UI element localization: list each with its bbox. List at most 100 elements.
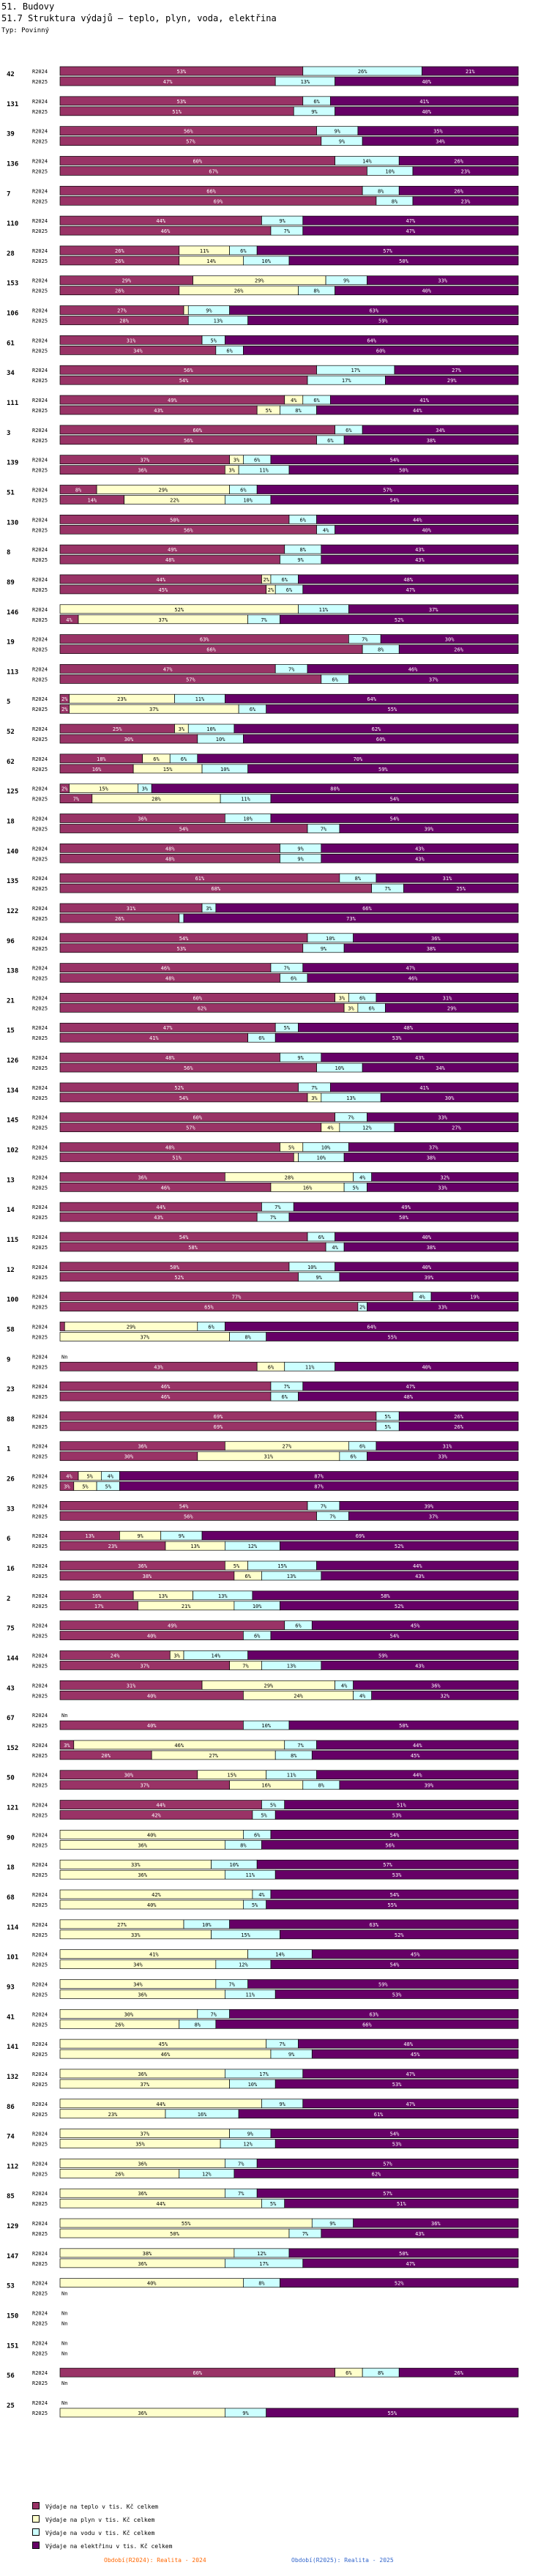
bar-group-125: 125 R2024 2% 15% 3% 80% R2025 7% 28% 11% 54%: [7, 783, 519, 804]
group-label: 3: [7, 430, 10, 437]
data-label: 7%: [284, 1384, 291, 1390]
period-label: R2024: [32, 1713, 48, 1719]
data-label: 6%: [346, 428, 352, 433]
data-label: 10%: [216, 737, 225, 742]
data-label: 21%: [466, 69, 475, 75]
bar-segment-elektrina: [119, 1481, 519, 1491]
bar-segment-elektrina: [321, 843, 519, 853]
legend-label: Výdaje na elektřinu v tis. Kč celkem: [45, 2543, 173, 2550]
data-label: 43%: [415, 1663, 425, 1669]
bar-group-111: 111 R2024 49% 4% 6% 41% R2025 43% 5% 8% 44%: [7, 395, 519, 415]
data-label: 29%: [447, 378, 457, 384]
data-label: 48%: [165, 1055, 175, 1061]
data-label: 46%: [161, 966, 171, 972]
bar-group-25: 25 R2024 Nn R2025 36% 9% 55%: [7, 2400, 519, 2418]
period-label: R2025: [32, 1962, 48, 1968]
data-label: 2%: [61, 707, 68, 712]
data-label: 10%: [316, 1155, 326, 1161]
data-label: 37%: [429, 607, 438, 613]
period-label: R2025: [32, 1514, 48, 1519]
data-label: 40%: [147, 1832, 157, 1838]
data-label: 44%: [413, 517, 422, 523]
data-label: 6%: [368, 1005, 375, 1011]
data-label: 63%: [200, 637, 209, 643]
group-label: 121: [7, 1805, 18, 1812]
data-label: 3%: [142, 786, 149, 792]
bar-segment-elektrina: [252, 1590, 519, 1601]
data-label: 53%: [392, 1813, 402, 1819]
period-label: R2024: [32, 1503, 48, 1509]
bar-group-53: 53 R2024 40% 8% 52% R2025 Nn: [7, 2278, 519, 2297]
bar-group-61: 61 R2024 31% 5% 64% R2025 34% 6% 60%: [7, 335, 519, 355]
data-label: 23%: [108, 2112, 118, 2118]
data-label: 37%: [140, 458, 149, 464]
bar-segment-elektrina: [380, 634, 519, 644]
period-label: R2025: [32, 2201, 48, 2207]
period-label: R2024: [32, 1892, 48, 1898]
period-label: R2024: [32, 308, 48, 314]
data-label: 7%: [261, 617, 267, 623]
data-label: 56%: [184, 438, 193, 444]
data-label: 8%: [240, 1842, 247, 1848]
data-label: 14%: [362, 158, 372, 164]
data-label: 12%: [248, 1544, 258, 1549]
data-label: 4%: [359, 1693, 366, 1699]
bar-segment-elektrina: [321, 554, 519, 565]
period-label: R2024: [32, 487, 48, 493]
data-label: 87%: [314, 1484, 324, 1490]
data-label: 10%: [253, 1604, 262, 1609]
period-label: R2024: [32, 517, 48, 523]
bar-group-8: 8 R2024 49% 8% 43% R2025 48% 9% 43%: [7, 544, 519, 565]
bar-segment-elektrina: [329, 96, 519, 106]
data-label: 46%: [161, 1185, 171, 1191]
data-label: 37%: [159, 617, 168, 623]
group-label: 141: [7, 2044, 18, 2051]
data-label: 56%: [184, 527, 193, 533]
footer-period-2024: Období(R2024): Realita - 2024: [104, 2557, 206, 2564]
period-label: R2025: [32, 1394, 48, 1400]
period-label: R2025: [32, 438, 48, 444]
data-label: 9%: [279, 218, 285, 224]
bar-segment-elektrina: [316, 1740, 519, 1750]
data-label: 57%: [186, 677, 195, 682]
data-label: 26%: [454, 1414, 463, 1420]
bar-segment-elektrina: [229, 1919, 519, 1929]
data-label: 6%: [226, 348, 233, 354]
bar-segment-voda: [179, 913, 184, 923]
period-label: R2024: [32, 248, 48, 254]
group-label: 56: [7, 2372, 15, 2380]
bar-group-1: 1 R2024 36% 27% 6% 31% R2025 30% 31% 6% 33%: [7, 1441, 519, 1462]
data-label: 67%: [209, 168, 218, 174]
bar-segment-elektrina: [339, 824, 519, 833]
data-label: 9%: [242, 2411, 249, 2416]
period-label: R2025: [32, 139, 48, 145]
bar-segment-elektrina: [422, 66, 519, 76]
bar-segment-elektrina: [302, 584, 519, 595]
period-label: R2024: [32, 1862, 48, 1868]
legend-item-plyn: Výdaje na plyn v tis. Kč celkem: [32, 2515, 154, 2524]
data-label: 26%: [115, 258, 124, 264]
data-label: 20%: [101, 1753, 111, 1759]
bar-segment-elektrina: [376, 1441, 519, 1451]
bar-segment-elektrina: [270, 455, 519, 465]
group-label: 14: [7, 1207, 15, 1214]
data-label: 43%: [415, 1055, 425, 1061]
data-label: 13%: [301, 79, 310, 85]
data-label: 8%: [300, 547, 307, 553]
bar-segment-elektrina: [335, 1232, 519, 1242]
no-data-label: Nn: [61, 2350, 67, 2356]
bar-segment-elektrina: [247, 1650, 519, 1660]
period-label: R2024: [32, 1474, 48, 1480]
bar-segment-elektrina: [335, 1262, 519, 1272]
period-label: R2024: [32, 1115, 48, 1121]
data-label: 41%: [149, 1952, 159, 1958]
data-label: 53%: [177, 69, 187, 75]
bar-segment-elektrina: [321, 853, 519, 863]
period-label: R2024: [32, 756, 48, 762]
data-label: 43%: [154, 408, 163, 414]
group-label: 34: [7, 370, 15, 377]
data-label: 51%: [397, 1803, 406, 1809]
data-label: 45%: [411, 1623, 420, 1629]
period-label: R2025: [32, 1454, 48, 1460]
legend-label: Výdaje na plyn v tis. Kč celkem: [45, 2517, 155, 2523]
